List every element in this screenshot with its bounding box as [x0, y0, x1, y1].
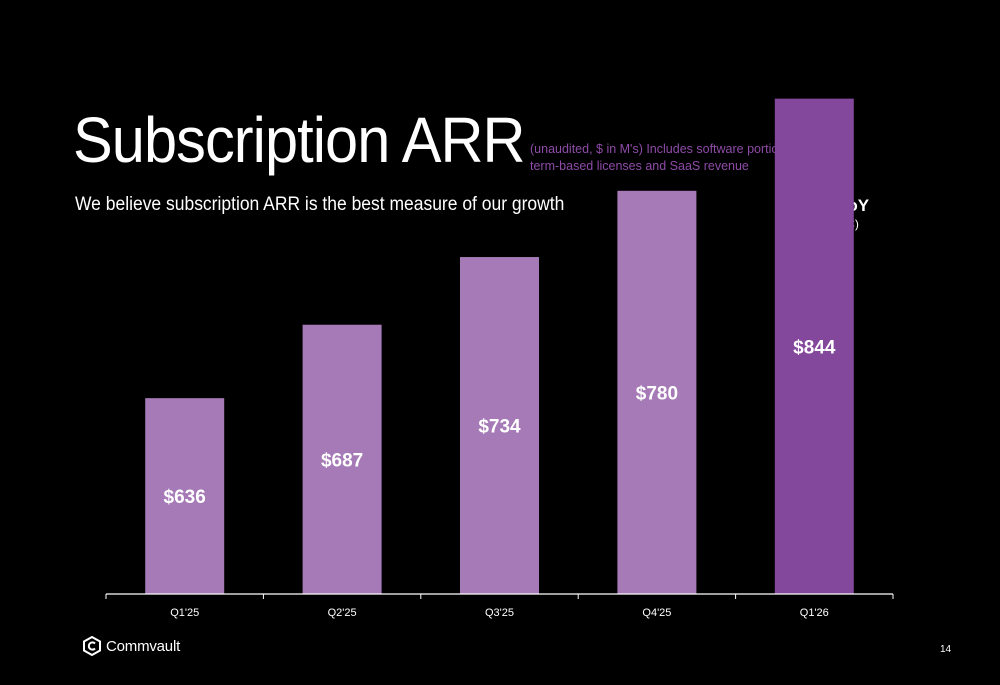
bar-value-label: $734 [478, 417, 521, 438]
bar-value-label: $780 [636, 383, 678, 404]
commvault-logo: Commvault [82, 636, 180, 656]
bar-q425 [617, 190, 697, 595]
bar-q126 [774, 98, 854, 594]
page-title: Subscription ARR [73, 104, 526, 176]
page-subtitle: We believe subscription ARR is the best … [75, 194, 565, 215]
x-tick-label: Q2'25 [328, 607, 357, 619]
bar-q225 [302, 324, 382, 594]
page-number: 14 [940, 644, 952, 655]
commvault-logo-icon [83, 636, 101, 656]
bar-value-label: $687 [321, 450, 363, 471]
bar-value-label: $636 [164, 487, 206, 508]
bar-value-label: $844 [793, 337, 836, 358]
x-tick-label: Q1'25 [170, 607, 199, 619]
bar-q125 [145, 398, 225, 594]
chart-note: (unaudited, $ in M's) Includes software … [530, 142, 800, 173]
logo-wordmark: Commvault [106, 637, 181, 655]
bar-q325 [460, 257, 539, 594]
x-tick-label: Q4'25 [642, 607, 671, 619]
x-tick-label: Q3'25 [485, 607, 514, 619]
x-tick-label: Q1'26 [800, 607, 829, 619]
